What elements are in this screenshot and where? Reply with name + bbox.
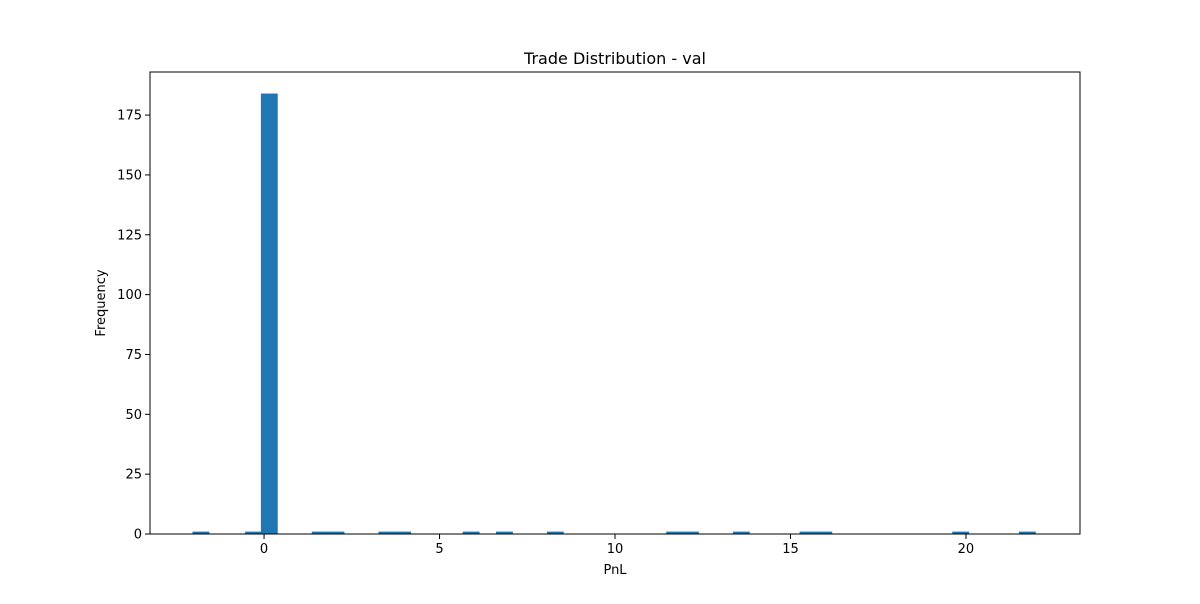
y-tick-label-5: 125 (117, 228, 142, 243)
histogram-bar-12 (732, 531, 750, 534)
histogram-bar-3 (311, 531, 329, 534)
histogram-bar-6 (394, 531, 412, 534)
x-axis-ticks: 0 5 10 15 20 (260, 534, 974, 557)
y-tick-label-2: 50 (125, 408, 142, 423)
x-tick-label-3: 15 (782, 542, 799, 557)
y-tick-label-0: 0 (134, 528, 142, 543)
y-tick-label-6: 150 (117, 168, 142, 183)
histogram-bar-2 (260, 93, 278, 535)
histogram-bar-7 (462, 531, 480, 534)
y-tick-label-1: 25 (125, 468, 142, 483)
histogram-bar-0 (192, 531, 210, 534)
histogram-bar-14 (815, 531, 833, 534)
histogram-bar-15 (952, 531, 970, 534)
y-tick-label-7: 175 (117, 109, 142, 124)
histogram-bar-11 (682, 531, 699, 534)
bars-group (192, 93, 1036, 535)
x-tick-label-4: 20 (958, 542, 975, 557)
x-tick-label-2: 10 (607, 542, 624, 557)
x-tick-label-0: 0 (260, 542, 268, 557)
histogram-bar-10 (666, 531, 684, 534)
histogram-bar-13 (799, 531, 817, 534)
histogram-bar-16 (1018, 531, 1036, 534)
chart-title: Trade Distribution - val (523, 49, 706, 68)
histogram-bar-4 (327, 531, 345, 534)
y-tick-label-4: 100 (117, 288, 142, 303)
histogram-bar-1 (245, 531, 262, 534)
histogram-bar-9 (546, 531, 564, 534)
histogram-bar-8 (496, 531, 513, 534)
y-axis-ticks: 0 25 50 75 100 125 150 175 (117, 109, 150, 543)
x-axis-label: PnL (603, 563, 627, 578)
y-axis-label: Frequency (94, 269, 109, 336)
histogram-bar-5 (378, 531, 396, 534)
plot-area-frame (149, 71, 1081, 535)
y-tick-label-3: 75 (125, 348, 142, 363)
x-tick-label-1: 5 (435, 542, 443, 557)
